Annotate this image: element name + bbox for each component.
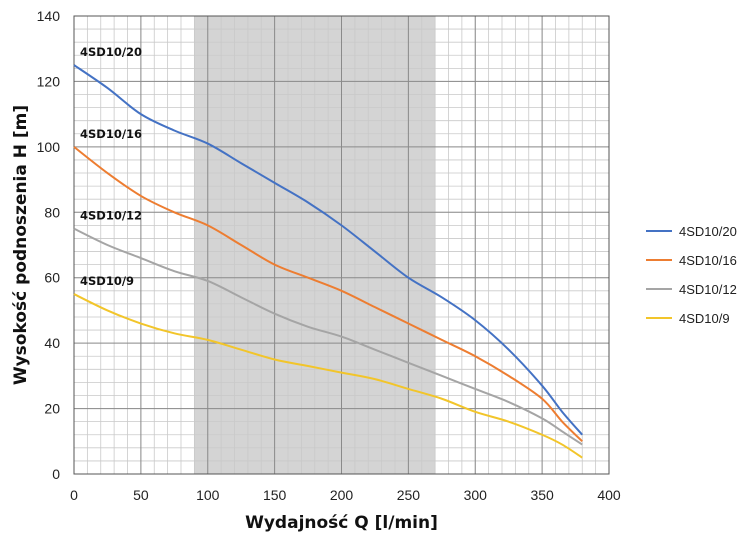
y-tick-label: 60 [44,270,60,286]
y-tick-label: 0 [52,466,60,482]
curve-label-4sd10-12: 4SD10/12 [80,209,142,223]
x-tick-label: 200 [330,487,354,503]
curve-labels: 4SD10/20 4SD10/16 4SD10/12 4SD10/9 [80,45,142,288]
y-tick-label: 120 [37,73,61,89]
y-tick-label: 20 [44,401,60,417]
x-tick-labels: 0 50 100 150 200 250 300 350 400 [70,487,621,503]
x-tick-label: 350 [530,487,554,503]
x-tick-label: 0 [70,487,78,503]
curve-label-4sd10-20: 4SD10/20 [80,45,142,59]
y-axis-title: Wysokość podnoszenia H [m] [11,105,31,385]
legend-label: 4SD10/16 [679,253,737,268]
x-axis-title: Wydajność Q [l/min] [245,513,438,533]
x-tick-label: 250 [397,487,421,503]
x-tick-label: 300 [464,487,488,503]
y-tick-label: 140 [37,8,61,24]
series-line-4sd10-12 [73,227,583,446]
series-line-4sd10-16 [73,146,583,443]
legend-label: 4SD10/12 [679,282,737,297]
y-tick-label: 80 [44,204,60,220]
series-line-4sd10-9 [73,293,583,459]
curve-label-4sd10-16: 4SD10/16 [80,127,142,141]
legend: 4SD10/20 4SD10/16 4SD10/12 4SD10/9 [646,224,737,326]
y-tick-labels: 0 20 40 60 80 100 120 140 [37,8,61,482]
y-tick-label: 40 [44,335,60,351]
curve-label-4sd10-9: 4SD10/9 [80,274,134,288]
legend-label: 4SD10/20 [679,224,737,239]
x-tick-label: 150 [263,487,287,503]
x-tick-label: 50 [133,487,149,503]
series-line-4sd10-20 [73,64,584,436]
x-tick-label: 400 [597,487,621,503]
y-tick-label: 100 [37,139,61,155]
plot-border [73,15,610,475]
x-tick-label: 100 [196,487,220,503]
series-lines [73,64,584,459]
legend-label: 4SD10/9 [679,311,730,326]
